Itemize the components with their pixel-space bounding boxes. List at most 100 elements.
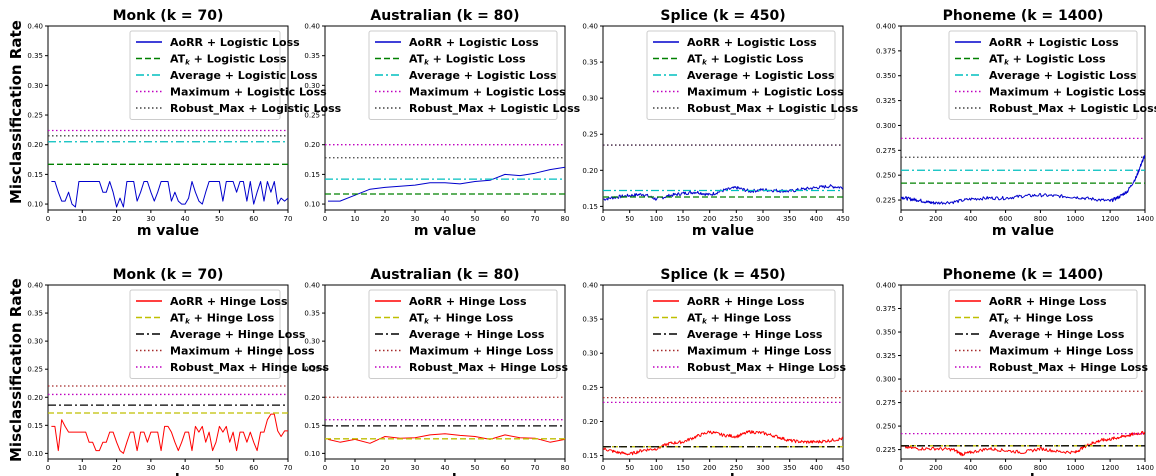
x-tick-label: 10 [351,464,360,472]
legend-label: Maximum + Hinge Loss [409,345,554,358]
y-tick-label: 0.20 [27,394,43,402]
x-tick-label: 1400 [1136,215,1154,223]
x-tick-label: 60 [501,464,510,472]
x-axis-label: m value [692,223,754,239]
x-tick-label: 0 [46,215,50,223]
x-tick-label: 450 [836,464,849,472]
legend-box [948,30,1138,120]
x-tick-label: 0 [323,215,327,223]
x-tick-label: 40 [441,215,450,223]
x-tick-label: 1000 [1066,464,1084,472]
legend-label: Maximum + Logistic Loss [687,86,844,99]
chart-title: Phoneme (k = 1400) [943,8,1104,24]
y-tick-label: 0.10 [27,201,43,209]
x-tick-label: 50 [471,215,480,223]
legend: AoRR + Logistic Loss ATk + Logistic Loss A… [646,30,859,120]
x-tick-label: 1400 [1136,464,1154,472]
x-tick-label: 400 [810,215,823,223]
y-tick-label: 0.375 [876,305,896,313]
series-1-line [328,166,565,202]
x-tick-label: 200 [929,464,942,472]
legend-label: ATk + Hinge Loss [409,312,514,326]
chart-3: Splice (k = 450) 0.15 0.20 0.25 0.30 0.35 0.40… [582,8,858,239]
y-tick-label: 0.35 [304,52,320,60]
legend-label: AoRR + Logistic Loss [687,36,817,49]
x-axis-label: m value [137,472,199,476]
legend: AoRR + Logistic Loss ATk + Logistic Loss A… [129,30,342,120]
chart-title: Monk (k = 70) [113,267,224,283]
legend-label: AoRR + Logistic Loss [409,36,539,49]
x-tick-label: 350 [783,464,796,472]
plot-area [325,396,565,444]
y-tick-label: 0.35 [27,310,43,318]
y-tick-label: 0.35 [582,316,598,324]
y-tick-label: 0.35 [304,310,320,318]
plot-area [901,390,1145,457]
x-tick-label: 800 [1034,215,1047,223]
legend-label: ATk + Hinge Loss [989,312,1094,326]
x-tick-label: 1200 [1101,464,1119,472]
x-tick-label: 0 [323,464,327,472]
y-tick-label: 0.15 [27,422,43,430]
x-tick-label: 70 [531,215,540,223]
plot-frame [602,284,844,460]
x-tick-label: 60 [249,215,258,223]
x-tick-label: 1200 [1101,215,1119,223]
plot-frame [900,25,1146,211]
series-1-line [51,413,288,454]
plot-frame [47,284,289,460]
x-tick-label: 350 [783,215,796,223]
x-tick-label: 150 [676,464,689,472]
series-1-line [327,433,565,444]
y-tick-label: 0.250 [876,172,896,180]
legend: AoRR + Logistic Loss ATk + Logistic Loss A… [368,30,581,120]
y-tick-label: 0.30 [27,338,43,346]
y-tick-label: 0.375 [876,47,896,55]
y-tick-label: 0.400 [876,282,896,290]
chart-5: Monk (k = 70) 0.10 0.15 0.20 0.25 0.30 0.35 0.4… [27,267,329,476]
series-1-line [901,155,1145,205]
y-tick-label: 0.30 [304,82,320,90]
x-axis-label: m value [992,472,1054,476]
x-tick-label: 400 [810,464,823,472]
x-tick-label: 60 [501,215,510,223]
plot-frame [602,25,844,211]
plot-area [603,396,843,456]
legend-label: AoRR + Hinge Loss [409,295,527,308]
legend: AoRR + Hinge Loss ATk + Hinge Loss Average… [368,289,568,379]
x-tick-label: 0 [899,464,903,472]
legend: AoRR + Hinge Loss ATk + Hinge Loss Average… [129,289,329,379]
chart-title: Splice (k = 450) [660,8,785,24]
chart-8: Phoneme (k = 1400) 0.225 0.250 0.275 0.300 0.… [876,267,1154,476]
y-tick-label: 0.20 [304,141,320,149]
x-axis-label: m value [992,223,1054,239]
legend-box [646,30,836,120]
series-1-line [51,181,288,208]
plot-area [48,129,288,208]
y-tick-label: 0.10 [304,450,320,458]
plot-area [325,144,565,202]
chart-1: Monk (k = 70) 0.10 0.15 0.20 0.25 0.30 0.35 0.4… [27,8,341,239]
legend-label: Maximum + Hinge Loss [989,345,1134,358]
x-tick-label: 50 [215,215,224,223]
legend-label: Maximum + Hinge Loss [170,345,315,358]
x-tick-label: 40 [181,464,190,472]
x-tick-label: 0 [601,215,605,223]
x-tick-label: 70 [531,464,540,472]
x-tick-label: 800 [1034,464,1047,472]
legend-label: Maximum + Logistic Loss [989,86,1146,99]
y-tick-label: 0.225 [876,197,896,205]
legend: AoRR + Logistic Loss ATk + Logistic Loss A… [948,30,1156,120]
legend-label: Average + Hinge Loss [687,328,823,341]
x-tick-label: 30 [146,464,155,472]
legend-label: Average + Hinge Loss [170,328,306,341]
y-tick-label: 0.225 [876,446,896,454]
legend-label: Maximum + Logistic Loss [170,86,327,99]
x-tick-label: 70 [284,215,293,223]
legend-label: Average + Logistic Loss [170,69,318,82]
y-tick-label: 0.40 [304,282,320,290]
x-tick-label: 50 [625,215,634,223]
legend-label: Robust_Max + Logistic Loss [989,102,1156,115]
chart-6: Australian (k = 80) 0.10 0.15 0.20 0.25 0.30 0… [304,267,569,476]
y-tick-label: 0.25 [304,366,320,374]
